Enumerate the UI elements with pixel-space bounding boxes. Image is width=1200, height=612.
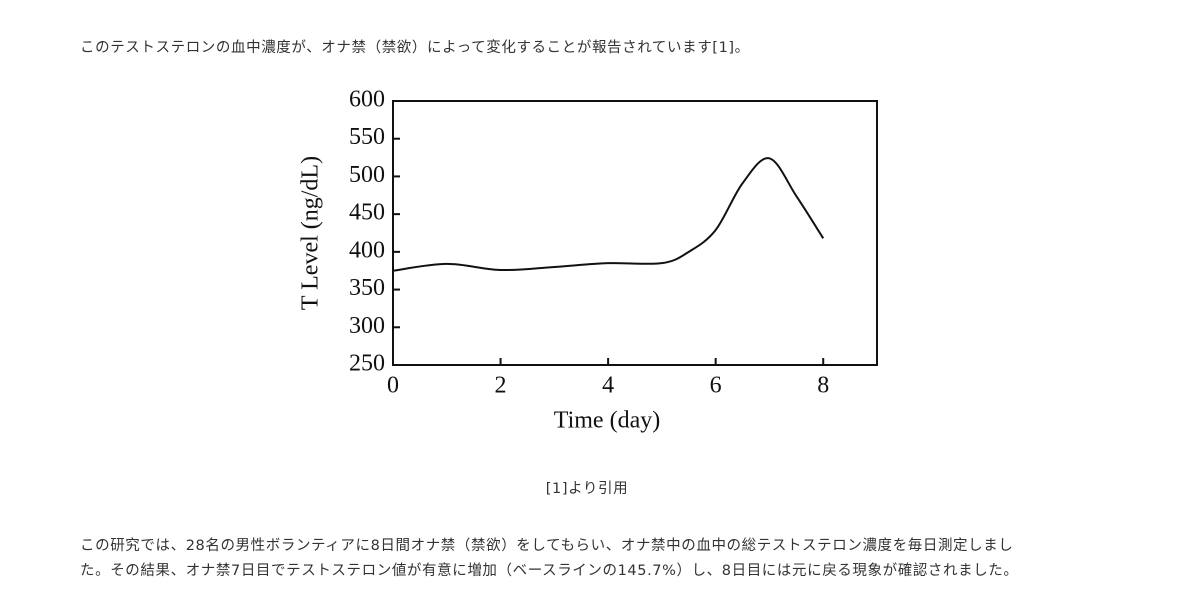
y-tick-label: 500 [349, 162, 385, 188]
y-axis-title: T Level (ng/dL) [298, 156, 324, 310]
plot-frame [392, 100, 878, 366]
x-tick-label: 0 [387, 373, 399, 399]
y-tick-label: 250 [349, 351, 385, 377]
x-tick-label: 6 [710, 373, 722, 399]
x-tick-label: 4 [602, 373, 614, 399]
y-tick-label: 300 [349, 313, 385, 339]
x-tick-label: 2 [495, 373, 507, 399]
y-tick-label: 600 [349, 87, 385, 113]
data-line [392, 157, 825, 272]
y-tick-label: 350 [349, 275, 385, 301]
y-tick-label: 400 [349, 237, 385, 263]
y-tick-label: 550 [349, 124, 385, 150]
caption: [1]より引用 [545, 481, 629, 497]
body-line: た。その結果、オナ禁7日目でテストステロン値が有意に増加（ベースラインの145.… [80, 563, 1019, 579]
x-axis-title: Time (day) [554, 408, 660, 434]
x-tick-label: 8 [817, 373, 829, 399]
y-tick-label: 450 [349, 200, 385, 226]
intro-text: このテストステロンの血中濃度が、オナ禁（禁欲）によって変化することが報告されてい… [80, 40, 750, 56]
body-line: この研究では、28名の男性ボランティアに8日間オナ禁（禁欲）をしてもらい、オナ禁… [80, 538, 1014, 554]
